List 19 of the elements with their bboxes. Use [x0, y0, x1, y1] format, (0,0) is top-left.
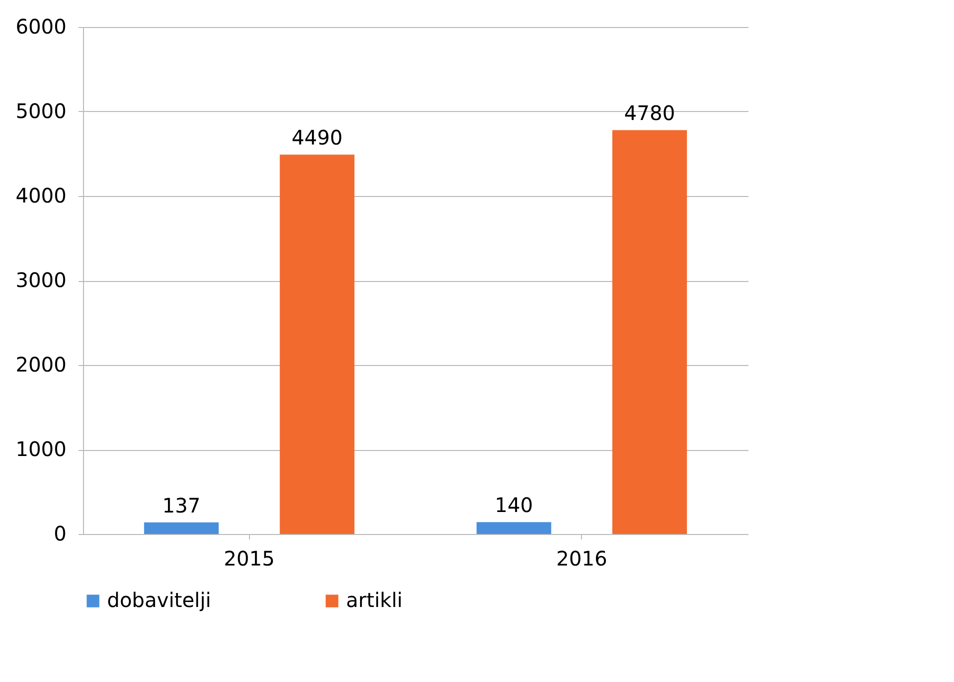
- bar: [144, 522, 219, 534]
- y-tick-label: 4000: [16, 184, 66, 208]
- data-label: 140: [494, 493, 533, 518]
- data-label: 4780: [624, 101, 676, 126]
- y-tick-label: 5000: [16, 99, 66, 123]
- bar: [476, 522, 552, 534]
- legend-label: artikli: [346, 588, 403, 612]
- y-tick-label: 0: [54, 522, 66, 546]
- data-label: 137: [162, 493, 200, 518]
- y-tick-label: 6000: [16, 14, 66, 38]
- y-tick-label: 2000: [16, 352, 66, 376]
- data-label: 4490: [292, 126, 343, 150]
- bar: [280, 154, 354, 534]
- bar: [612, 130, 687, 534]
- y-tick-label: 1000: [16, 437, 66, 461]
- y-tick-label: 3000: [16, 268, 66, 292]
- x-tick-label: 2016: [556, 546, 608, 570]
- x-tick-label: 2015: [224, 546, 275, 570]
- legend-label: dobavitelji: [107, 588, 212, 612]
